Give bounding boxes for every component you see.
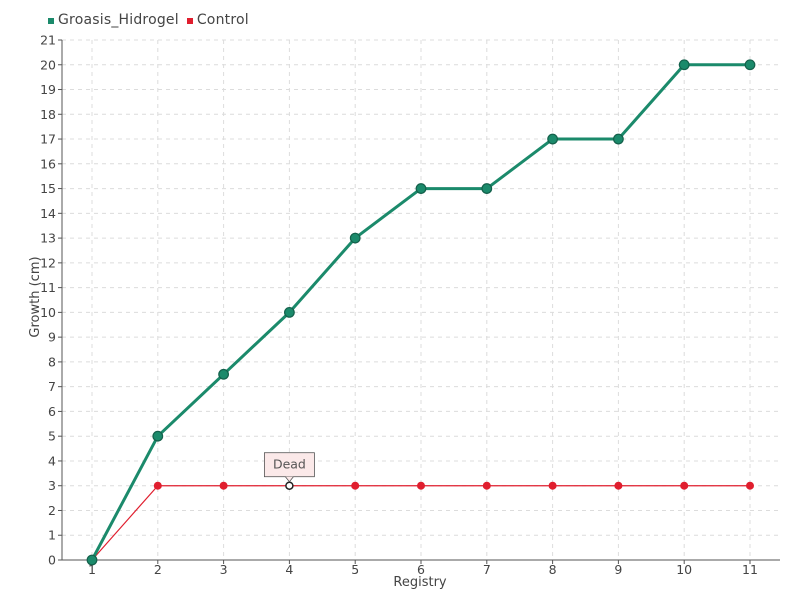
y-tick-label: 3 bbox=[48, 478, 56, 493]
annotations: Dead bbox=[263, 452, 315, 483]
x-tick-label: 8 bbox=[549, 562, 557, 577]
legend-item-series-2[interactable]: Control bbox=[186, 12, 249, 28]
data-point-series-1 bbox=[218, 368, 230, 380]
y-tick-label: 19 bbox=[40, 82, 56, 97]
y-tick-label: 13 bbox=[40, 231, 56, 246]
x-axis-title: Registry bbox=[393, 575, 447, 590]
data-point-series-2 bbox=[153, 481, 162, 490]
legend-item-series-1[interactable]: Groasis_Hidrogel bbox=[48, 12, 179, 28]
data-point-series-1 bbox=[481, 183, 493, 194]
y-tick-label: 11 bbox=[40, 280, 56, 295]
data-point-series-2 bbox=[614, 481, 623, 490]
y-tick-label: 1 bbox=[48, 528, 56, 543]
x-tick-label: 1 bbox=[88, 562, 96, 577]
legend: Groasis_Hidrogel Control bbox=[48, 12, 257, 28]
y-tick-label: 0 bbox=[48, 553, 56, 568]
data-point-series-2 bbox=[680, 481, 689, 490]
data-point-series-1 bbox=[415, 183, 427, 194]
x-tick-label: 10 bbox=[676, 562, 692, 577]
y-tick-label: 21 bbox=[40, 33, 56, 48]
data-point-highlight bbox=[285, 481, 294, 490]
legend-label-series-1: Groasis_Hidrogel bbox=[58, 12, 179, 28]
data-point-series-1 bbox=[678, 59, 690, 71]
data-point-series-1 bbox=[547, 133, 558, 145]
y-tick-label: 18 bbox=[40, 107, 56, 122]
y-tick-label: 16 bbox=[40, 156, 56, 171]
data-point-series-1 bbox=[744, 59, 756, 71]
x-tick-label: 6 bbox=[417, 562, 425, 577]
y-tick-label: 10 bbox=[40, 305, 56, 320]
data-point-series-2 bbox=[548, 481, 557, 490]
y-tick-label: 5 bbox=[48, 429, 56, 444]
y-tick-label: 15 bbox=[40, 181, 56, 196]
x-tick-label: 9 bbox=[614, 562, 622, 577]
data-point-series-2 bbox=[746, 481, 754, 490]
y-tick-label: 4 bbox=[48, 453, 56, 468]
x-tick-label: 3 bbox=[220, 562, 228, 577]
data-point-series-2 bbox=[351, 481, 360, 490]
x-tick-label: 11 bbox=[742, 562, 758, 577]
data-point-series-1 bbox=[349, 232, 361, 244]
y-tick-label: 14 bbox=[40, 206, 56, 221]
tooltip-pointer bbox=[285, 476, 294, 483]
legend-swatch-series-1 bbox=[48, 18, 54, 24]
data-point-series-1 bbox=[86, 554, 98, 566]
y-tick-label: 9 bbox=[48, 330, 56, 345]
y-tick-label: 2 bbox=[48, 503, 56, 518]
y-tick-label: 17 bbox=[40, 132, 56, 147]
data-point-series-2 bbox=[417, 481, 425, 490]
y-axis-title: Growth (cm) bbox=[28, 256, 43, 337]
y-tick-label: 6 bbox=[48, 404, 56, 419]
y-tick-label: 12 bbox=[40, 255, 56, 270]
x-tick-label: 5 bbox=[351, 562, 359, 577]
data-point-series-1 bbox=[284, 306, 295, 318]
legend-label-series-2: Control bbox=[196, 12, 249, 28]
tooltip-text: Dead bbox=[273, 457, 306, 472]
grid-lines bbox=[62, 39, 780, 560]
data-point-series-2 bbox=[482, 481, 491, 490]
series-lines bbox=[86, 59, 756, 566]
y-tick-label: 20 bbox=[40, 57, 56, 72]
data-point-series-1 bbox=[152, 430, 164, 442]
data-point-series-1 bbox=[613, 133, 624, 145]
x-tick-label: 7 bbox=[483, 562, 491, 577]
x-tick-label: 2 bbox=[154, 562, 162, 577]
y-tick-label: 8 bbox=[48, 354, 56, 369]
legend-swatch-series-2 bbox=[186, 18, 193, 24]
y-tick-label: 7 bbox=[48, 379, 56, 394]
data-point-series-2 bbox=[219, 481, 228, 490]
x-tick-label: 4 bbox=[285, 562, 293, 577]
